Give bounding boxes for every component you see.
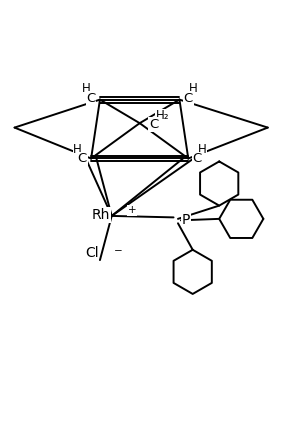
Text: H: H (189, 82, 197, 95)
Text: C: C (193, 152, 202, 165)
Text: H: H (197, 143, 206, 156)
Text: C: C (184, 92, 193, 105)
Text: H: H (73, 143, 82, 156)
Text: C: C (78, 152, 87, 165)
Text: H₂: H₂ (156, 109, 169, 122)
Text: H: H (82, 82, 91, 95)
Text: P: P (182, 213, 190, 227)
Text: C: C (149, 118, 158, 131)
Text: C: C (86, 92, 96, 105)
Text: −: − (114, 246, 122, 255)
Text: +: + (128, 205, 136, 215)
Text: Rh: Rh (92, 208, 110, 222)
Text: Cl: Cl (85, 246, 98, 260)
